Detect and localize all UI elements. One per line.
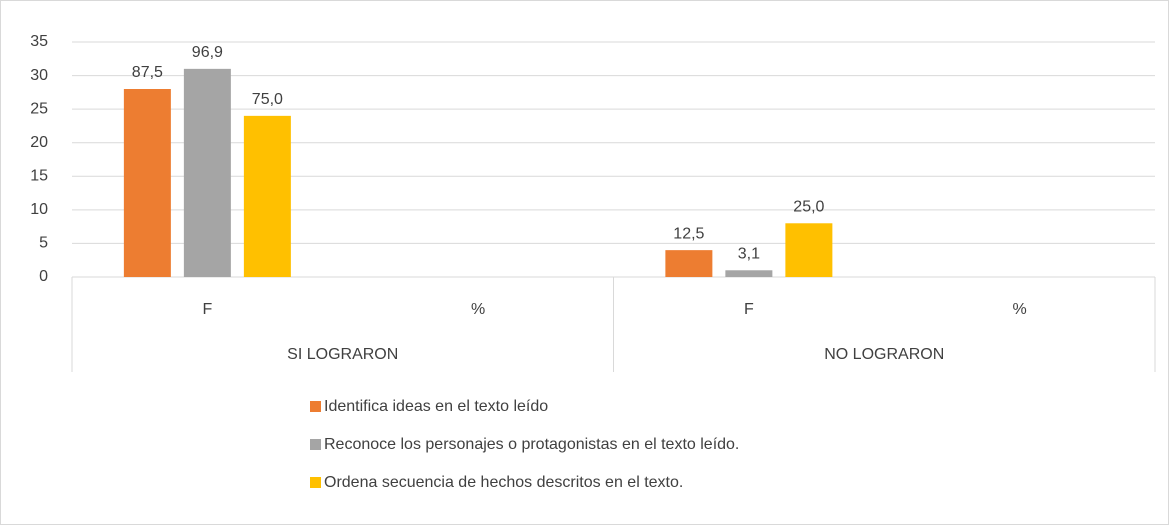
data-label: 75,0 bbox=[252, 91, 283, 108]
y-tick-label: 0 bbox=[39, 268, 48, 285]
legend-label: Reconoce los personajes o protagonistas … bbox=[324, 436, 739, 453]
y-tick-label: 20 bbox=[30, 134, 48, 151]
group-label: NO LOGRARON bbox=[824, 346, 944, 363]
legend-swatch bbox=[310, 439, 321, 450]
y-tick-label: 5 bbox=[39, 235, 48, 252]
x-tick-label: F bbox=[744, 301, 754, 318]
bar bbox=[785, 223, 833, 277]
y-tick-label: 15 bbox=[30, 168, 48, 185]
data-label: 12,5 bbox=[673, 225, 704, 242]
y-tick-label: 10 bbox=[30, 201, 48, 218]
data-label: 3,1 bbox=[738, 246, 760, 263]
data-label: 87,5 bbox=[132, 64, 163, 81]
bar bbox=[725, 270, 773, 277]
bar bbox=[123, 89, 171, 277]
data-label: 25,0 bbox=[793, 199, 824, 216]
legend-label: Ordena secuencia de hechos descritos en … bbox=[324, 474, 683, 491]
group-label: SI LOGRARON bbox=[287, 346, 398, 363]
bar bbox=[243, 115, 291, 277]
y-tick-label: 35 bbox=[30, 33, 48, 50]
legend-label: Identifica ideas en el texto leído bbox=[324, 398, 548, 415]
y-tick-label: 30 bbox=[30, 67, 48, 84]
bar bbox=[183, 68, 231, 277]
x-tick-label: % bbox=[471, 301, 485, 318]
y-tick-label: 25 bbox=[30, 100, 48, 117]
x-tick-label: F bbox=[202, 301, 212, 318]
x-tick-label: % bbox=[1013, 301, 1027, 318]
bar bbox=[665, 250, 713, 277]
data-label: 96,9 bbox=[192, 44, 223, 61]
legend-swatch bbox=[310, 477, 321, 488]
legend-swatch bbox=[310, 401, 321, 412]
